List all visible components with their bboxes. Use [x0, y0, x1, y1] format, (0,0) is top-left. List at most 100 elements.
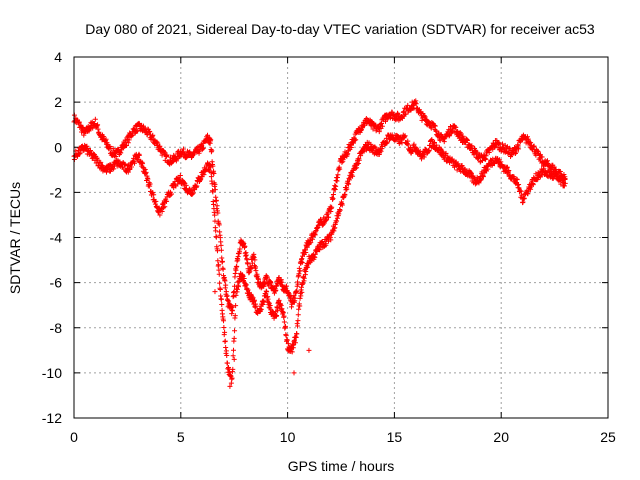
- data-point: [384, 139, 390, 145]
- data-point: [480, 174, 486, 180]
- data-point: [516, 146, 522, 152]
- data-point: [339, 159, 345, 165]
- data-point: [111, 166, 117, 172]
- data-point: [255, 276, 261, 282]
- data-point: [301, 275, 307, 281]
- data-point: [470, 173, 476, 179]
- data-point: [356, 157, 362, 163]
- data-point: [214, 248, 220, 254]
- data-point: [216, 262, 222, 268]
- data-point: [275, 307, 281, 313]
- data-point: [151, 192, 157, 198]
- data-point: [562, 180, 568, 186]
- data-point: [383, 118, 388, 124]
- data-point: [504, 165, 510, 171]
- data-point: [251, 254, 257, 260]
- data-point: [233, 292, 239, 298]
- data-point: [541, 166, 547, 172]
- data-point: [164, 198, 170, 204]
- data-point: [249, 294, 255, 300]
- data-point: [281, 313, 287, 319]
- data-point: [350, 140, 356, 146]
- data-point: [329, 204, 335, 210]
- data-point: [209, 148, 215, 154]
- data-point: [346, 181, 352, 187]
- data-point: [323, 217, 329, 223]
- data-point: [297, 268, 303, 274]
- data-point: [221, 318, 227, 324]
- data-point: [348, 145, 354, 151]
- data-point: [261, 283, 267, 289]
- data-point: [437, 137, 443, 143]
- data-point: [135, 128, 141, 134]
- data-point: [230, 347, 236, 353]
- data-point: [561, 183, 567, 189]
- data-point: [215, 258, 221, 264]
- data-point: [284, 283, 290, 289]
- x-tick-label: 15: [387, 429, 403, 445]
- data-point: [268, 280, 274, 286]
- data-point: [230, 353, 236, 359]
- data-point: [153, 198, 159, 204]
- data-point: [235, 284, 241, 290]
- data-point: [76, 119, 82, 125]
- data-point: [234, 286, 240, 292]
- data-point: [443, 150, 449, 156]
- data-point: [224, 360, 230, 366]
- y-tick-label: -4: [50, 230, 63, 246]
- data-point: [208, 164, 214, 170]
- data-point: [485, 166, 491, 172]
- data-point: [295, 281, 301, 287]
- data-point: [539, 154, 545, 160]
- data-point: [233, 303, 239, 309]
- data-point: [113, 154, 119, 160]
- data-point: [231, 356, 237, 362]
- data-point: [361, 148, 367, 154]
- data-point: [219, 258, 225, 264]
- data-point: [232, 328, 238, 334]
- data-point: [299, 289, 305, 295]
- data-point: [249, 260, 255, 266]
- data-point: [292, 295, 298, 301]
- data-point: [223, 282, 229, 288]
- data-point: [524, 134, 530, 140]
- grid-lines: [73, 56, 609, 419]
- data-point: [222, 329, 228, 335]
- data-point: [196, 148, 202, 154]
- data-point: [225, 298, 231, 304]
- data-point: [330, 191, 336, 197]
- data-point: [251, 297, 257, 303]
- data-point: [95, 157, 101, 163]
- data-point: [126, 137, 132, 143]
- data-point: [285, 341, 291, 347]
- data-points: [71, 98, 568, 389]
- data-point: [219, 255, 225, 261]
- data-point: [528, 140, 534, 146]
- data-point: [506, 167, 512, 173]
- data-point: [403, 111, 409, 117]
- data-point: [342, 192, 348, 198]
- y-tick-label: -12: [42, 410, 62, 426]
- data-point: [337, 166, 343, 172]
- data-point: [328, 237, 334, 243]
- data-point: [223, 289, 229, 295]
- data-point: [218, 242, 224, 248]
- data-point: [147, 129, 153, 135]
- data-point: [378, 148, 384, 154]
- data-point: [211, 170, 217, 176]
- data-point: [252, 257, 258, 263]
- data-point: [283, 333, 289, 339]
- data-point: [213, 228, 219, 234]
- data-point: [216, 222, 222, 228]
- data-point: [308, 240, 314, 246]
- data-point: [531, 143, 537, 149]
- data-point: [150, 132, 156, 138]
- data-point: [200, 145, 206, 151]
- data-point: [345, 151, 351, 157]
- data-point: [379, 123, 385, 129]
- data-point: [474, 149, 480, 155]
- data-point: [95, 122, 101, 128]
- data-point: [177, 172, 183, 178]
- data-point: [227, 383, 233, 389]
- x-tick-label: 25: [600, 429, 616, 445]
